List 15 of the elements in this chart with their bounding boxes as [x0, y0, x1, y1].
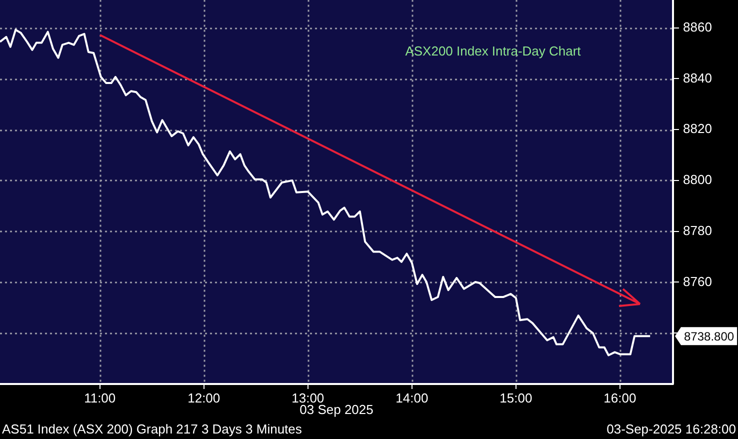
text: 03-Sep-2025 16:28:00 [606, 422, 736, 437]
x-tick-label: 11:00 [84, 390, 116, 406]
text: 8738.800 [684, 329, 734, 344]
x-tick-label: 16:00 [604, 390, 636, 406]
y-tick-label: 8820 [683, 121, 712, 136]
x-tick-label: 14:00 [396, 390, 428, 406]
text: AS51 Index (ASX 200) Graph 217 3 Days 3 Minutes [2, 422, 302, 437]
y-tick-label: 8760 [683, 274, 712, 289]
y-tick-label: 8840 [683, 70, 712, 86]
x-tick-label: 15:00 [500, 390, 532, 406]
text: ASX200 Index Intra-Day Chart [405, 43, 582, 58]
y-tick-label: 8860 [683, 19, 712, 34]
y-tick-label: 8780 [683, 222, 712, 238]
y-tick-label: 8800 [683, 172, 712, 188]
x-tick-label: 12:00 [188, 390, 220, 406]
